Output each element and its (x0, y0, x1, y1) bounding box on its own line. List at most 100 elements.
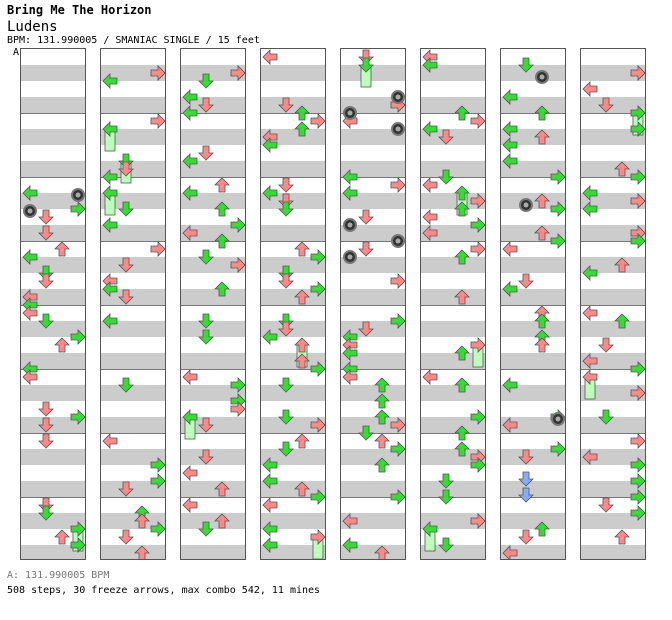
step-arrow (198, 249, 214, 265)
step-arrow (70, 409, 85, 425)
measure-line (341, 369, 405, 370)
step-arrow (630, 433, 645, 449)
step-arrow (102, 281, 118, 297)
arrow-layer (582, 65, 645, 545)
step-arrow (294, 241, 310, 257)
measure-line (341, 177, 405, 178)
step-arrow (134, 513, 150, 529)
song-artist: Bring Me The Horizon (7, 3, 152, 17)
step-arrow (454, 289, 470, 305)
step-arrow (310, 281, 325, 297)
step-arrow (150, 473, 165, 489)
step-arrow (454, 425, 470, 441)
step-arrow (182, 105, 198, 121)
measure-line (421, 113, 485, 114)
step-arrow (22, 249, 38, 265)
step-arrow (342, 185, 358, 201)
step-arrow (358, 57, 374, 73)
measure-line (421, 305, 485, 306)
step-arrow (614, 161, 630, 177)
step-arrow (118, 529, 134, 545)
step-arrow-blue (518, 487, 534, 503)
step-arrow (390, 489, 405, 505)
step-arrow (310, 249, 325, 265)
step-arrow (358, 425, 374, 441)
step-arrow (502, 89, 518, 105)
measure-line (341, 113, 405, 114)
step-arrow (310, 113, 325, 129)
step-arrow (118, 289, 134, 305)
mine-icon-core (347, 254, 353, 260)
step-arrow (390, 417, 405, 433)
step-arrow (102, 185, 118, 201)
step-arrow (374, 433, 390, 449)
step-arrow (134, 545, 150, 559)
step-arrow (598, 409, 614, 425)
step-arrow (118, 201, 134, 217)
step-arrow (214, 281, 230, 297)
measure-line (101, 369, 165, 370)
step-arrow (630, 361, 645, 377)
step-arrow (630, 105, 645, 121)
step-arrow (102, 313, 118, 329)
step-arrow (438, 169, 454, 185)
step-arrow (214, 201, 230, 217)
step-arrow (582, 449, 598, 465)
step-arrow (294, 353, 310, 369)
step-arrow (358, 49, 374, 65)
step-arrow (182, 497, 198, 513)
step-arrow (182, 89, 198, 105)
measure-line (501, 113, 565, 114)
step-arrow (198, 417, 214, 433)
step-arrow (582, 265, 598, 281)
measure-line (341, 305, 405, 306)
mine-icon-core (395, 94, 401, 100)
step-arrow (230, 217, 245, 233)
step-arrow (182, 465, 198, 481)
mine-icon-core (347, 110, 353, 116)
measure-line (101, 241, 165, 242)
step-arrow (198, 449, 214, 465)
mine-icon-core (347, 222, 353, 228)
step-arrow (454, 249, 470, 265)
measure-line (341, 497, 405, 498)
step-arrow (70, 201, 85, 217)
measure-line (261, 369, 325, 370)
step-arrow (390, 313, 405, 329)
measure-line (261, 433, 325, 434)
step-arrow (550, 441, 565, 457)
measure-line (501, 305, 565, 306)
measure-line (581, 497, 645, 498)
step-arrow (470, 113, 485, 129)
step-arrow (198, 521, 214, 537)
measure-line (21, 177, 85, 178)
arrow-layer (502, 57, 565, 559)
measure-line (181, 369, 245, 370)
step-arrow (438, 129, 454, 145)
step-arrow (278, 177, 294, 193)
step-arrow (38, 401, 54, 417)
step-arrow (294, 289, 310, 305)
step-arrow (454, 105, 470, 121)
step-arrow (374, 409, 390, 425)
step-arrow (278, 321, 294, 337)
measure-line (341, 241, 405, 242)
step-arrow (262, 137, 278, 153)
step-arrow (550, 233, 565, 249)
step-arrow (630, 193, 645, 209)
measure-line (181, 113, 245, 114)
step-arrow (278, 97, 294, 113)
arrow-layer (342, 49, 405, 559)
step-arrow (230, 257, 245, 273)
measure-line (101, 113, 165, 114)
step-arrow (182, 153, 198, 169)
step-arrow (198, 313, 214, 329)
step-arrow (470, 409, 485, 425)
step-arrow (342, 169, 358, 185)
step-arrow (470, 457, 485, 473)
step-arrow (310, 417, 325, 433)
step-arrow (118, 161, 134, 177)
measure-line (181, 177, 245, 178)
measure-line (101, 497, 165, 498)
measure-line (21, 305, 85, 306)
